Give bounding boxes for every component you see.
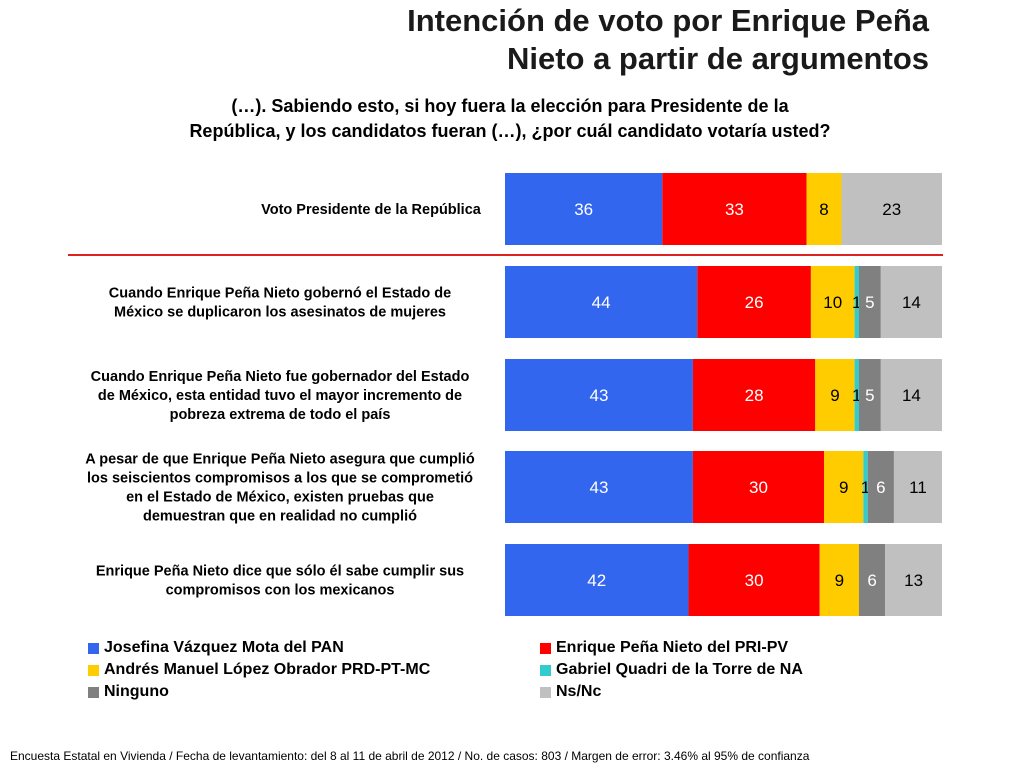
data-label: 5	[865, 386, 874, 405]
legend-item: Andrés Manuel López Obrador PRD-PT-MC	[88, 659, 540, 681]
bar-segment	[819, 544, 859, 616]
data-label: 30	[749, 478, 768, 497]
title-line-2: Nieto a partir de argumentos	[506, 41, 929, 76]
legend-swatch	[88, 642, 99, 654]
stacked-bar-chart: 36 33 8 23 Voto Presidente de la República 44…	[68, 173, 943, 616]
category-label-line: Cuando Enrique Peña Nieto gobernó el Est…	[109, 286, 451, 302]
category-label: A pesar de que Enrique Peña Nieto asegur…	[85, 452, 475, 525]
bar-segment	[806, 173, 842, 245]
category-label-line: de México, esta entidad tuvo el mayor in…	[98, 388, 462, 404]
category-label-line: en el Estado de México, existen pruebas …	[126, 490, 434, 506]
chart-title: Intención de voto por Enrique Peña Nieto…	[229, 2, 929, 78]
footnote: Encuesta Estatal en Vivienda / Fecha de …	[10, 749, 810, 763]
legend-label: Josefina Vázquez Mota del PAN	[104, 639, 344, 656]
bar-segment	[505, 451, 693, 523]
bar-segment	[841, 173, 942, 245]
legend-item: Ninguno	[88, 681, 540, 703]
data-label: 33	[725, 200, 744, 219]
legend-item: Gabriel Quadri de la Torre de NA	[540, 659, 960, 681]
bar-segment	[858, 544, 886, 616]
data-label: 43	[589, 386, 608, 405]
data-label: 9	[830, 386, 839, 405]
category-label-line: Voto Presidente de la República	[261, 202, 482, 218]
legend-swatch	[540, 686, 551, 698]
category-label-line: A pesar de que Enrique Peña Nieto asegur…	[85, 452, 475, 468]
category-label-line: Cuando Enrique Peña Nieto fue gobernador…	[91, 369, 470, 385]
question-line-2: República, y los candidatos fueran (…), …	[189, 121, 831, 141]
data-label: 9	[835, 571, 844, 590]
bar-segment	[662, 173, 807, 245]
category-label: Cuando Enrique Peña Nieto gobernó el Est…	[109, 286, 451, 321]
data-label: 23	[882, 200, 901, 219]
bar-segment	[697, 266, 811, 338]
bar-segment	[824, 451, 864, 523]
legend-label: Ninguno	[104, 683, 169, 700]
legend-swatch	[88, 664, 99, 676]
legend-label: Ns/Nc	[556, 683, 602, 700]
data-label: 28	[745, 386, 764, 405]
bar-segment	[505, 359, 693, 431]
legend-item: Enrique Peña Nieto del PRI-PV	[540, 637, 960, 659]
data-label: 30	[745, 571, 764, 590]
bar-segment	[854, 359, 859, 431]
bar-segment	[867, 451, 894, 523]
survey-question: (…). Sabiendo esto, si hoy fuera la elec…	[70, 94, 950, 144]
bar-segment	[880, 266, 942, 338]
bar-segment	[815, 359, 855, 431]
legend-label: Gabriel Quadri de la Torre de NA	[556, 661, 803, 678]
data-label: 44	[592, 293, 611, 312]
legend-swatch	[88, 686, 99, 698]
bar-segment	[505, 173, 663, 245]
bar-segment	[858, 266, 881, 338]
category-label-line: demuestran que en realidad no cumplió	[143, 509, 417, 525]
bar-segment	[880, 359, 942, 431]
category-label-line: México se duplicaron los asesinatos de m…	[114, 305, 446, 321]
data-label: 10	[823, 293, 842, 312]
title-line-1: Intención de voto por Enrique Peña	[407, 3, 929, 38]
data-label: 26	[745, 293, 764, 312]
category-label-line: los seiscientos compromisos a los que se…	[87, 471, 473, 487]
legend-swatch	[540, 642, 551, 654]
bar-segment	[854, 266, 859, 338]
data-label: 6	[867, 571, 876, 590]
category-label-line: compromisos con los mexicanos	[166, 583, 395, 599]
category-label-line: Enrique Peña Nieto dice que sólo él sabe…	[96, 564, 464, 580]
data-label: 14	[902, 293, 921, 312]
data-label: 42	[587, 571, 606, 590]
category-label: Enrique Peña Nieto dice que sólo él sabe…	[96, 564, 464, 599]
legend-item: Josefina Vázquez Mota del PAN	[88, 637, 540, 659]
question-line-1: (…). Sabiendo esto, si hoy fuera la elec…	[231, 96, 789, 116]
bar-segment	[688, 544, 820, 616]
bar-segment	[505, 266, 698, 338]
data-label: 36	[574, 200, 593, 219]
category-label: Voto Presidente de la República	[261, 202, 482, 218]
legend-label: Enrique Peña Nieto del PRI-PV	[556, 639, 789, 656]
data-label: 6	[876, 478, 885, 497]
chart-legend: Josefina Vázquez Mota del PAN Enrique Peñ…	[88, 637, 988, 703]
category-label-line: pobreza extrema de todo el país	[170, 407, 391, 423]
data-label: 14	[902, 386, 921, 405]
legend-swatch	[540, 664, 551, 676]
category-label: Cuando Enrique Peña Nieto fue gobernador…	[91, 369, 470, 423]
data-label: 13	[904, 571, 923, 590]
data-label: 11	[909, 478, 927, 497]
legend-item: Ns/Nc	[540, 681, 960, 703]
data-label: 1	[852, 386, 861, 405]
bar-segment	[505, 544, 689, 616]
legend-label: Andrés Manuel López Obrador PRD-PT-MC	[104, 661, 431, 678]
bar-segment	[893, 451, 942, 523]
data-label: 1	[852, 293, 861, 312]
data-label: 1	[861, 478, 870, 497]
bar-segment	[885, 544, 942, 616]
data-label: 43	[589, 478, 608, 497]
bar-segment	[810, 266, 855, 338]
bar-segment	[863, 451, 868, 523]
data-label: 5	[865, 293, 874, 312]
bar-segment	[692, 359, 816, 431]
bar-segment	[858, 359, 881, 431]
bar-segment	[692, 451, 825, 523]
data-label: 9	[839, 478, 848, 497]
data-label: 8	[819, 200, 828, 219]
